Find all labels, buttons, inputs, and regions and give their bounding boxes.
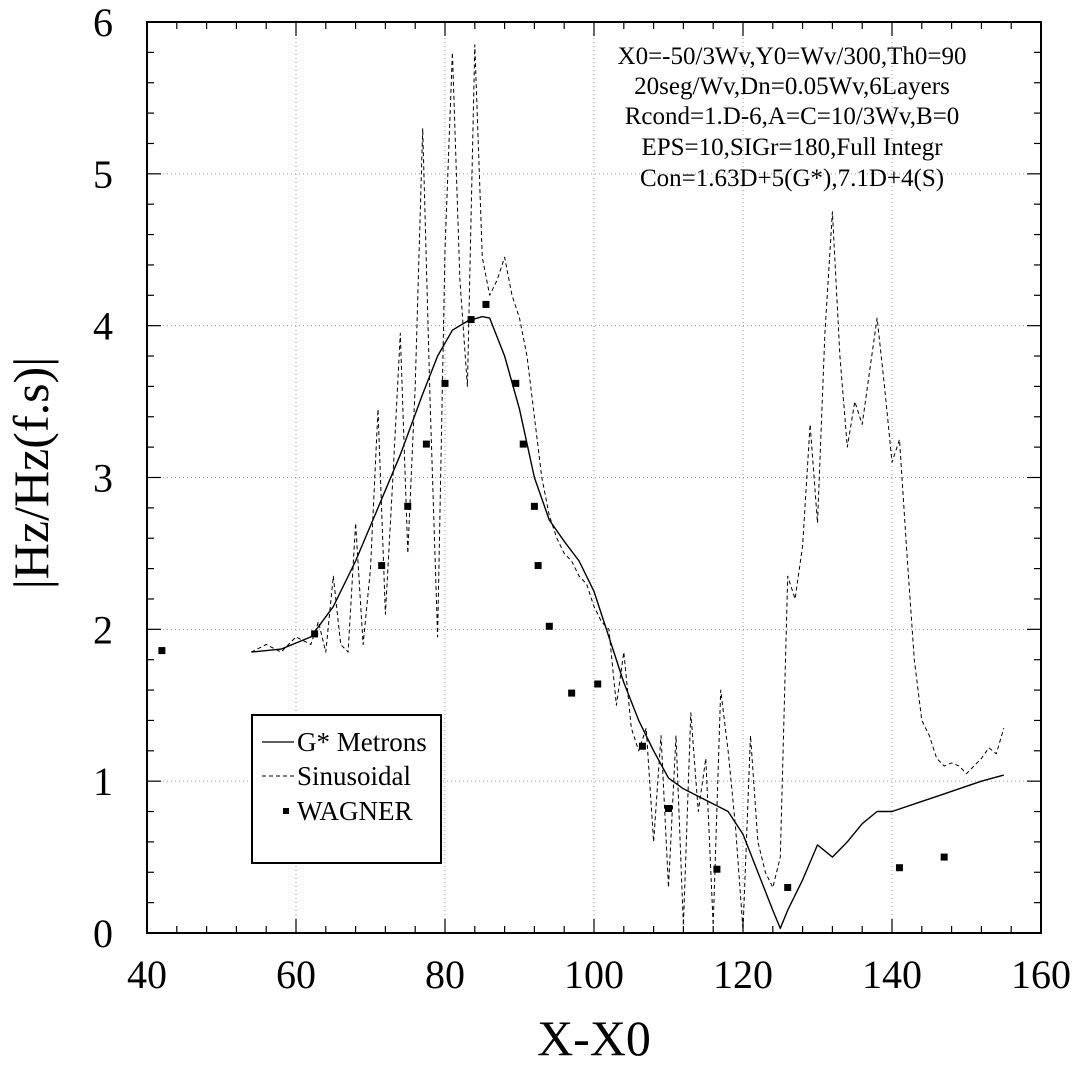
annotation-line: Rcond=1.D-6,A=C=10/3Wv,B=0 — [625, 103, 960, 130]
x-tick-labels: 40 60 80 100 120 140 160 — [127, 952, 1071, 997]
legend-entry-label: G* Metrons — [297, 727, 427, 757]
wagner-marker — [422, 440, 430, 448]
wagner-marker — [441, 379, 449, 387]
wagner-marker — [594, 680, 602, 688]
y-axis-label: |Hz/Hz(f.s)| — [3, 357, 59, 589]
series-layer — [158, 44, 1005, 931]
g-metrons-line — [251, 315, 1004, 930]
legend-entry-label: Sinusoidal — [297, 761, 411, 791]
x-tick-label: 40 — [127, 952, 167, 997]
y-tick-label: 5 — [93, 152, 113, 197]
x-tick-label: 140 — [862, 952, 922, 997]
y-tick-label: 0 — [93, 911, 113, 956]
wagner-marker — [545, 622, 553, 630]
x-tick-label: 100 — [564, 952, 624, 997]
wagner-marker — [404, 502, 412, 510]
wagner-marker — [467, 316, 475, 324]
annotation-line: X0=-50/3Wv,Y0=Wv/300,Th0=90 — [618, 43, 967, 70]
wagner-marker — [713, 865, 721, 873]
wagner-marker — [519, 440, 527, 448]
wagner-marker — [568, 689, 576, 697]
legend-swatch-marker — [283, 808, 289, 814]
wagner-marker — [665, 804, 672, 812]
y-tick-label: 6 — [93, 0, 113, 45]
parameter-annotation: X0=-50/3Wv,Y0=Wv/300,Th0=90 20seg/Wv,Dn=… — [618, 43, 967, 192]
annotation-line: Con=1.63D+5(G*),7.1D+4(S) — [640, 165, 944, 192]
x-tick-label: 160 — [1011, 952, 1071, 997]
wagner-marker — [378, 562, 386, 570]
wagner-marker — [534, 562, 542, 570]
legend-entry-label: WAGNER — [297, 796, 413, 826]
annotation-line: EPS=10,SIGr=180,Full Integr — [641, 134, 943, 161]
x-tick-label: 60 — [276, 952, 316, 997]
y-tick-label: 4 — [93, 304, 113, 349]
legend: G* Metrons Sinusoidal WAGNER — [251, 714, 442, 864]
y-tick-label: 3 — [93, 456, 113, 501]
wagner-marker — [895, 864, 903, 872]
x-tick-label: 80 — [425, 952, 465, 997]
x-tick-label: 120 — [713, 952, 773, 997]
wagner-marker — [158, 647, 166, 655]
x-axis-label: X-X0 — [537, 1010, 651, 1066]
annotation-line: 20seg/Wv,Dn=0.05Wv,6Layers — [634, 73, 950, 100]
wagner-marker — [482, 300, 490, 308]
y-tick-labels: 0 1 2 3 4 5 6 — [93, 0, 113, 956]
legend-box — [251, 714, 442, 864]
wagner-marker — [638, 742, 646, 750]
y-tick-label: 1 — [93, 759, 113, 804]
axis-ticks — [146, 21, 1042, 934]
wagner-marker — [784, 883, 792, 891]
y-tick-label: 2 — [93, 607, 113, 652]
wagner-marker — [512, 379, 520, 387]
wagner-marker — [940, 853, 948, 861]
wagner-marker — [311, 630, 319, 638]
wagner-marker — [530, 502, 538, 510]
